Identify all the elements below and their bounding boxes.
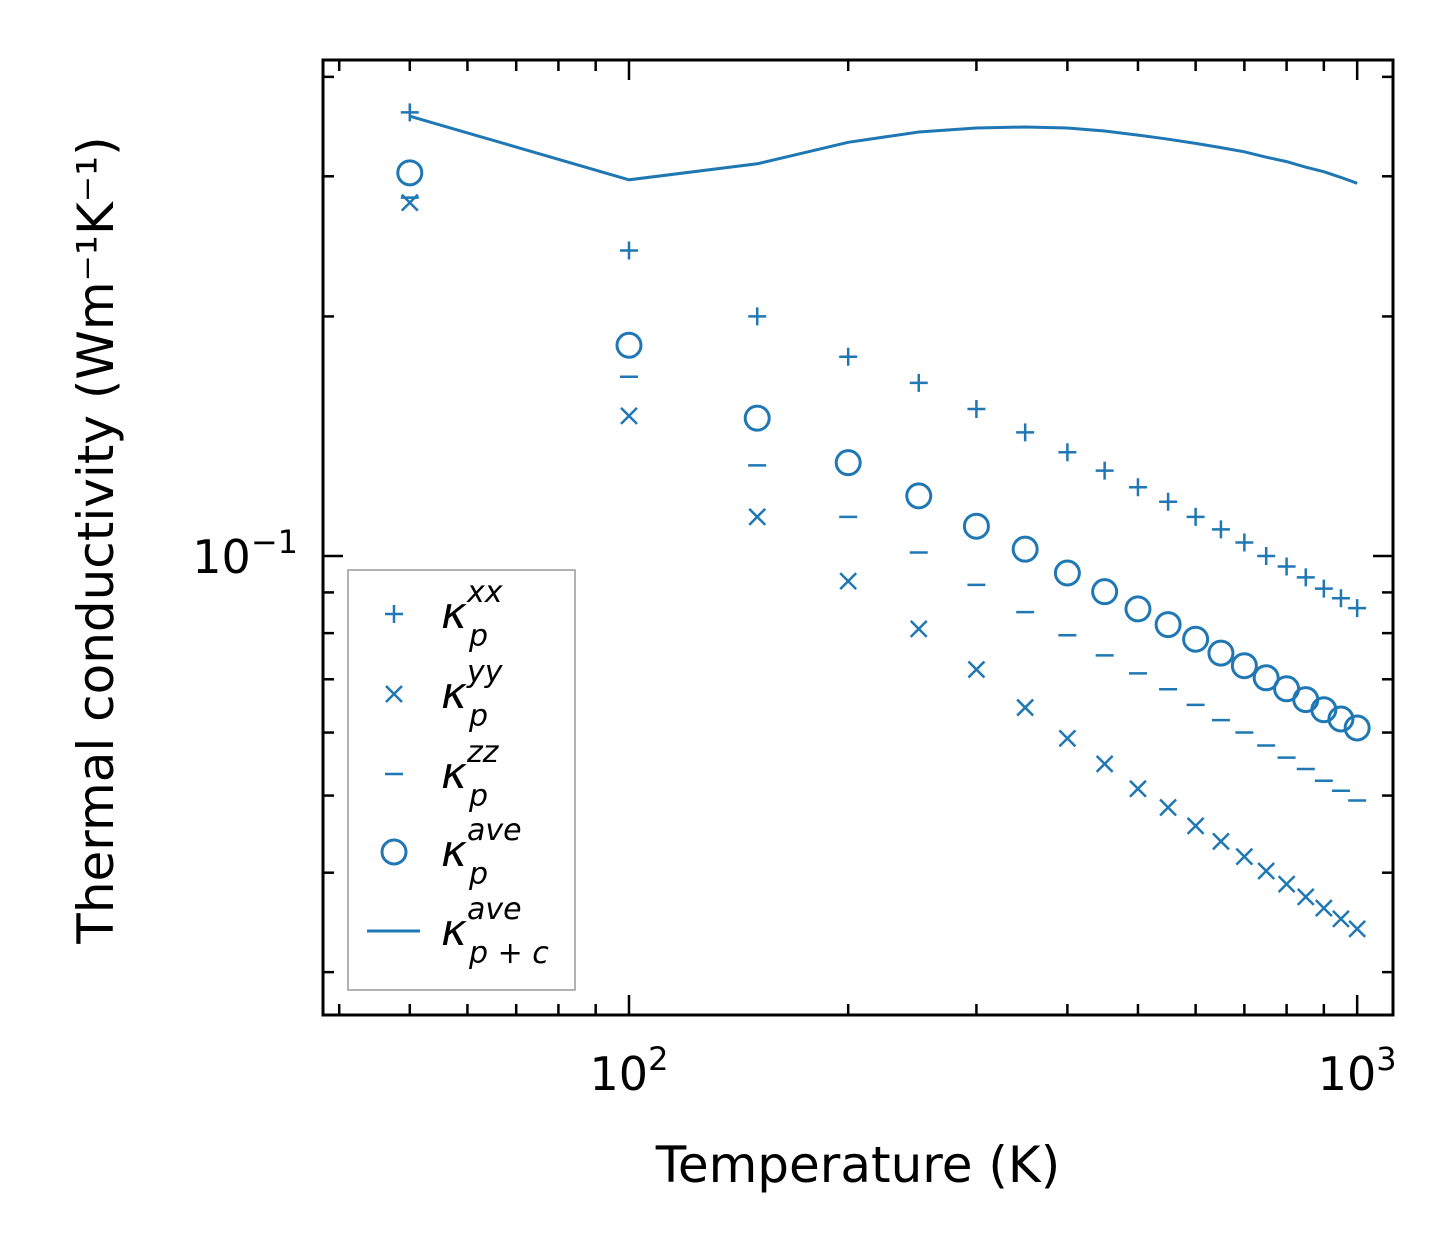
data-point <box>1016 423 1035 442</box>
series-circle <box>396 159 1371 742</box>
data-point <box>396 159 424 187</box>
legend-label: κave p + c <box>441 892 549 971</box>
y-tick-label: 10−1 <box>192 523 298 584</box>
data-point <box>1314 899 1333 918</box>
data-point <box>1235 847 1254 866</box>
data-point <box>967 660 986 679</box>
legend-marker-icon <box>385 605 403 623</box>
data-point <box>962 512 990 540</box>
y-tick-labels: 10−1 <box>192 523 298 584</box>
data-point <box>620 406 638 425</box>
data-point <box>1252 664 1280 692</box>
data-point <box>909 373 928 392</box>
series-plus <box>400 103 1367 618</box>
data-point <box>967 400 986 419</box>
data-point <box>1095 461 1114 480</box>
data-point <box>1327 705 1355 733</box>
legend-item: κxx p <box>385 575 503 654</box>
data-point <box>1277 875 1296 893</box>
series-line <box>409 114 1358 185</box>
data-point <box>619 241 638 260</box>
data-point <box>1348 919 1367 938</box>
data-point <box>1011 535 1039 563</box>
data-point <box>1348 599 1367 618</box>
legend-item: κave p + c <box>367 892 549 971</box>
data-point <box>1230 652 1258 680</box>
data-point <box>1159 492 1178 511</box>
data-point <box>1235 533 1254 552</box>
data-point <box>1257 862 1276 880</box>
data-point <box>1314 579 1333 598</box>
data-point <box>748 507 767 526</box>
data-point <box>1343 714 1371 742</box>
data-point <box>905 482 933 510</box>
x-axis-label: Temperature (K) <box>655 1136 1060 1194</box>
data-point <box>1016 698 1035 717</box>
x-tick-labels: 102 103 <box>590 1040 1397 1101</box>
legend-label: κave p <box>441 813 522 892</box>
data-point <box>1277 557 1296 576</box>
data-point <box>748 307 767 326</box>
legend-item: κave p <box>380 813 522 892</box>
data-point <box>1332 909 1350 928</box>
data-point <box>1095 755 1114 773</box>
data-point <box>400 103 419 122</box>
data-point <box>1159 798 1177 817</box>
data-point <box>1296 568 1315 587</box>
y-axis-label: Thermal conductivity (Wm⁻¹K⁻¹) <box>67 136 125 944</box>
data-point <box>1124 595 1152 623</box>
plot-frame <box>321 58 1395 1017</box>
legend-marker-icon <box>385 685 403 703</box>
plot-series <box>396 103 1371 938</box>
data-point <box>1212 832 1230 851</box>
series-hline <box>400 196 1367 802</box>
data-point <box>1186 817 1205 835</box>
x-tick-label: 102 <box>590 1040 669 1101</box>
legend-marker-icon <box>380 838 408 866</box>
data-point <box>909 619 928 638</box>
data-point <box>1058 729 1077 748</box>
data-point <box>834 449 862 477</box>
data-point <box>743 404 771 432</box>
legend-label: κyy p <box>441 655 504 734</box>
data-point <box>1129 779 1147 798</box>
legend-item: κzz p <box>385 735 500 814</box>
data-point <box>1128 478 1147 497</box>
series-x <box>400 193 1367 938</box>
data-point <box>1053 559 1081 587</box>
legend-item: κyy p <box>385 655 504 734</box>
data-point <box>1182 625 1210 653</box>
data-point <box>1331 589 1350 608</box>
series-line-path <box>409 114 1358 185</box>
data-point <box>1296 887 1315 906</box>
data-point <box>1207 639 1235 667</box>
legend-label: κxx p <box>441 575 503 654</box>
axis-ticks <box>323 60 1393 1015</box>
legend-frame <box>347 569 576 991</box>
data-point <box>1091 578 1119 606</box>
data-point <box>1154 611 1182 639</box>
data-point <box>1186 507 1205 526</box>
legend-label: κzz p <box>441 735 500 814</box>
data-point <box>1292 686 1320 714</box>
data-point <box>615 331 643 359</box>
data-point <box>839 572 858 590</box>
x-tick-label: 103 <box>1318 1040 1397 1101</box>
data-point <box>839 347 858 366</box>
data-point <box>1058 443 1077 462</box>
data-point <box>1257 547 1276 566</box>
data-point <box>1211 520 1230 539</box>
